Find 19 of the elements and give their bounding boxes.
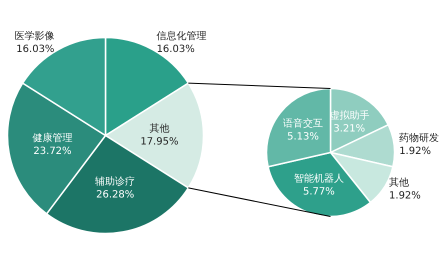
- slice-label: 语音交互: [282, 118, 323, 130]
- data-label: 3.21%: [333, 124, 366, 135]
- data-label: 16.03%: [16, 44, 54, 55]
- data-label: 5.13%: [287, 132, 319, 143]
- data-label: 23.72%: [33, 146, 72, 158]
- slice-label: 医学影像: [14, 30, 54, 42]
- slice-label: 健康管理: [32, 132, 72, 144]
- slice-label: 信息化管理: [156, 30, 207, 42]
- data-label: 1.92%: [389, 190, 421, 202]
- data-label: 16.03%: [156, 44, 195, 55]
- data-label: 26.28%: [96, 190, 134, 201]
- data-label: 17.95%: [140, 136, 178, 148]
- data-label: 1.92%: [399, 146, 431, 157]
- data-label: 5.77%: [303, 186, 335, 198]
- slice-label: 其他: [149, 122, 170, 135]
- slice-label: 药物研发: [399, 132, 440, 144]
- slice-label: 其他: [389, 176, 410, 188]
- slice-label: 辅助诊疗: [95, 176, 136, 188]
- slice-label: 智能机器人: [294, 172, 344, 185]
